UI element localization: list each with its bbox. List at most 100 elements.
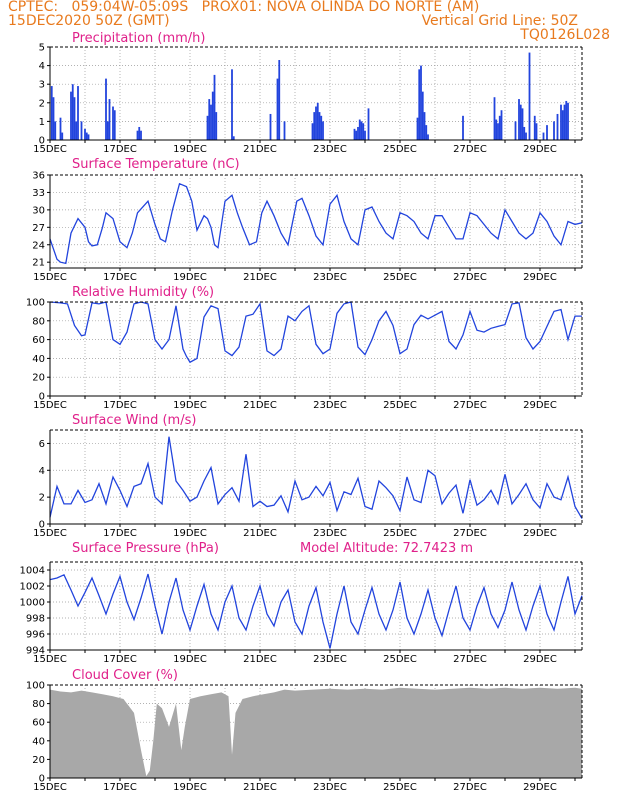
precip-bar <box>54 121 57 140</box>
precip-bar <box>315 106 317 140</box>
precip-bar <box>113 110 116 140</box>
x-tick-label: 27DEC <box>453 782 487 793</box>
precip-bar <box>322 121 324 140</box>
y-tick-label: 6 <box>39 439 45 450</box>
precip-bar <box>364 130 366 140</box>
precip-bar <box>416 117 419 140</box>
x-tick-label: 21DEC <box>243 528 277 539</box>
y-tick-label: 80 <box>32 316 45 327</box>
x-tick-label: 17DEC <box>103 144 137 155</box>
x-tick-label: 25DEC <box>383 654 417 665</box>
x-tick-label: 19DEC <box>173 654 207 665</box>
x-tick-label: 19DEC <box>173 528 207 539</box>
precip-bar <box>136 130 139 140</box>
precip-bar <box>421 91 424 140</box>
x-tick-label: 27DEC <box>453 144 487 155</box>
precip-bar <box>561 110 564 140</box>
series-line-3 <box>49 436 583 519</box>
precip-bar <box>546 125 548 140</box>
header-date: 15DEC2020 50Z (GMT) <box>8 13 170 29</box>
header-grid-note: Vertical Grid Line: 50Z <box>421 13 578 29</box>
y-tick-label: 60 <box>32 718 45 729</box>
x-tick-label: 21DEC <box>243 144 277 155</box>
y-tick-label: 5 <box>39 43 45 54</box>
precip-bar <box>462 115 464 140</box>
precip-bar <box>357 126 359 140</box>
precip-bar <box>533 115 536 140</box>
precip-bar <box>73 97 76 140</box>
precip-bar <box>367 108 370 140</box>
panel-title: Surface Temperature (nC) <box>72 157 240 172</box>
x-tick-label: 17DEC <box>103 272 137 283</box>
x-tick-label: 19DEC <box>173 400 207 411</box>
y-tick-label: 996 <box>26 630 45 641</box>
y-tick-label: 33 <box>32 188 45 199</box>
precip-bar <box>556 113 559 140</box>
x-tick-label: 15DEC <box>33 528 67 539</box>
x-tick-label: 25DEC <box>383 782 417 793</box>
precip-bar <box>523 126 526 140</box>
precip-bar <box>52 97 55 140</box>
precip-bar <box>425 125 428 140</box>
precip-bar <box>211 91 214 140</box>
x-tick-label: 25DEC <box>383 144 417 155</box>
precip-bar <box>528 52 531 140</box>
precip-bar <box>563 104 566 140</box>
panel-title: Cloud Cover (%) <box>72 668 178 683</box>
panel-title: Surface Wind (m/s) <box>72 413 196 428</box>
precip-bar <box>418 69 421 140</box>
header-line1: CPTEC: 059:04W-05:09S PROX01: NOVA OLIND… <box>8 0 480 15</box>
y-tick-label: 1002 <box>20 582 45 593</box>
precip-bar <box>355 130 358 140</box>
y-tick-label: 24 <box>32 240 45 251</box>
precip-bar <box>560 104 562 140</box>
y-tick-label: 3 <box>39 80 45 91</box>
y-tick-label: 0 <box>39 774 45 785</box>
precip-bar <box>427 134 429 140</box>
precip-bar <box>140 130 142 140</box>
y-tick-label: 1 <box>39 117 45 128</box>
panel-title: Precipitation (mm/h) <box>72 31 205 46</box>
x-tick-label: 19DEC <box>173 782 207 793</box>
precip-bar <box>138 126 141 140</box>
x-tick-label: 19DEC <box>173 272 207 283</box>
header-model-id: TQ0126L028 <box>520 27 610 43</box>
precip-bar <box>498 115 501 140</box>
x-tick-label: 19DEC <box>173 144 207 155</box>
x-tick-label: 27DEC <box>453 528 487 539</box>
y-tick-label: 1004 <box>20 566 45 577</box>
precip-bar <box>316 102 319 140</box>
series-line-2 <box>49 301 582 364</box>
x-tick-label: 21DEC <box>243 400 277 411</box>
x-tick-label: 29DEC <box>523 144 557 155</box>
precip-bar <box>80 121 83 140</box>
precip-bar <box>77 86 79 140</box>
y-tick-label: 40 <box>32 736 45 747</box>
x-tick-label: 25DEC <box>383 528 417 539</box>
x-tick-label: 23DEC <box>313 654 347 665</box>
precip-bar <box>519 104 522 140</box>
x-tick-label: 25DEC <box>383 400 417 411</box>
x-tick-label: 27DEC <box>453 400 487 411</box>
y-tick-label: 100 <box>26 298 45 309</box>
x-tick-label: 17DEC <box>103 400 137 411</box>
precip-bar <box>278 60 281 140</box>
y-tick-label: 20 <box>32 373 45 384</box>
precip-bar <box>553 121 555 140</box>
x-tick-label: 23DEC <box>313 272 347 283</box>
precip-bar <box>518 99 520 140</box>
precip-bar <box>514 121 517 140</box>
precip-bar <box>269 113 272 140</box>
x-tick-label: 17DEC <box>103 654 137 665</box>
precip-bar <box>423 112 426 140</box>
x-tick-label: 29DEC <box>523 782 557 793</box>
precip-bar <box>542 132 545 140</box>
precip-bar <box>108 99 111 140</box>
y-tick-label: 100 <box>26 681 45 692</box>
panel-annotation: Model Altitude: 72.7423 m <box>300 541 473 556</box>
precip-bar <box>493 97 496 140</box>
x-tick-label: 21DEC <box>243 654 277 665</box>
panel-title: Relative Humidity (%) <box>72 285 214 300</box>
x-tick-label: 29DEC <box>523 528 557 539</box>
series-line-4 <box>49 573 583 649</box>
